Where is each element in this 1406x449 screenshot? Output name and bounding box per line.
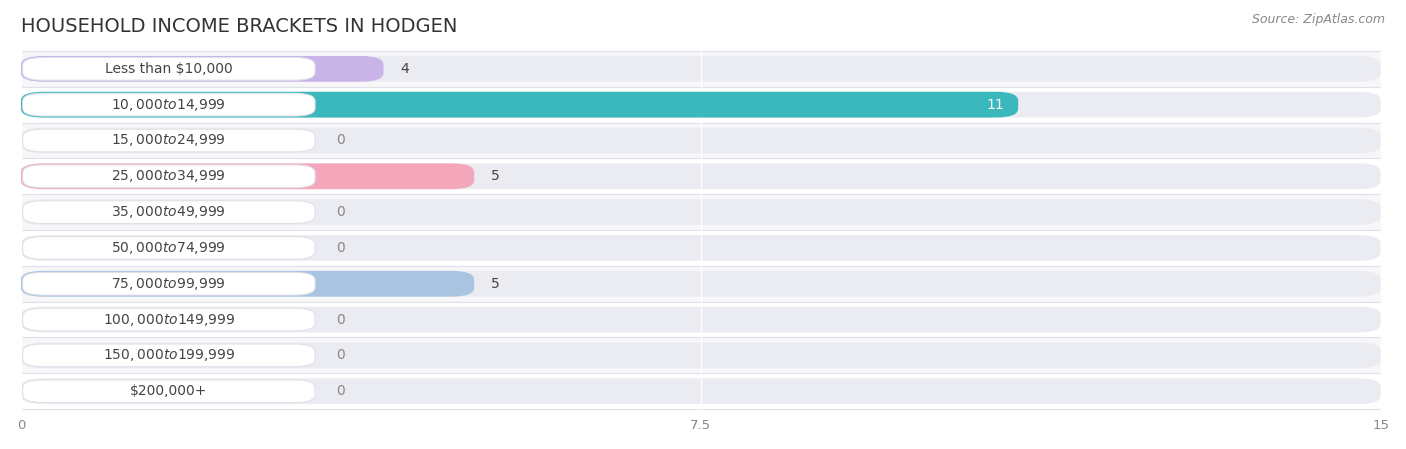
Bar bbox=[21, 373, 1381, 409]
Text: 11: 11 bbox=[987, 97, 1004, 112]
FancyBboxPatch shape bbox=[21, 56, 384, 82]
Text: 4: 4 bbox=[399, 62, 409, 76]
Bar bbox=[21, 194, 1381, 230]
FancyBboxPatch shape bbox=[22, 380, 315, 403]
Text: $50,000 to $74,999: $50,000 to $74,999 bbox=[111, 240, 226, 256]
FancyBboxPatch shape bbox=[21, 271, 474, 297]
Text: $35,000 to $49,999: $35,000 to $49,999 bbox=[111, 204, 226, 220]
Text: 0: 0 bbox=[336, 348, 344, 362]
FancyBboxPatch shape bbox=[21, 163, 474, 189]
Text: $15,000 to $24,999: $15,000 to $24,999 bbox=[111, 132, 226, 149]
FancyBboxPatch shape bbox=[21, 92, 1018, 118]
FancyBboxPatch shape bbox=[22, 129, 315, 152]
Bar bbox=[21, 338, 1381, 373]
Text: 5: 5 bbox=[491, 277, 499, 291]
FancyBboxPatch shape bbox=[22, 165, 315, 188]
Text: HOUSEHOLD INCOME BRACKETS IN HODGEN: HOUSEHOLD INCOME BRACKETS IN HODGEN bbox=[21, 17, 457, 35]
Bar bbox=[21, 87, 1381, 123]
FancyBboxPatch shape bbox=[21, 128, 1381, 154]
Bar bbox=[21, 266, 1381, 302]
Text: 0: 0 bbox=[336, 313, 344, 326]
FancyBboxPatch shape bbox=[22, 57, 315, 80]
FancyBboxPatch shape bbox=[22, 344, 315, 367]
FancyBboxPatch shape bbox=[21, 307, 1381, 332]
Bar bbox=[21, 123, 1381, 158]
FancyBboxPatch shape bbox=[21, 343, 1381, 368]
Text: $150,000 to $199,999: $150,000 to $199,999 bbox=[103, 348, 235, 363]
Text: $25,000 to $34,999: $25,000 to $34,999 bbox=[111, 168, 226, 184]
Text: Less than $10,000: Less than $10,000 bbox=[105, 62, 233, 76]
Text: Source: ZipAtlas.com: Source: ZipAtlas.com bbox=[1251, 13, 1385, 26]
Text: 5: 5 bbox=[491, 169, 499, 183]
Text: 0: 0 bbox=[336, 133, 344, 147]
FancyBboxPatch shape bbox=[22, 201, 315, 224]
FancyBboxPatch shape bbox=[21, 271, 1381, 297]
Text: 0: 0 bbox=[336, 205, 344, 219]
FancyBboxPatch shape bbox=[22, 273, 315, 295]
FancyBboxPatch shape bbox=[22, 308, 315, 331]
Bar bbox=[21, 302, 1381, 338]
FancyBboxPatch shape bbox=[22, 237, 315, 259]
FancyBboxPatch shape bbox=[22, 93, 315, 116]
FancyBboxPatch shape bbox=[21, 56, 1381, 82]
Text: $100,000 to $149,999: $100,000 to $149,999 bbox=[103, 312, 235, 328]
Text: $200,000+: $200,000+ bbox=[131, 384, 208, 398]
Text: 0: 0 bbox=[336, 241, 344, 255]
FancyBboxPatch shape bbox=[21, 199, 1381, 225]
Bar bbox=[21, 158, 1381, 194]
FancyBboxPatch shape bbox=[21, 235, 1381, 261]
Bar bbox=[21, 230, 1381, 266]
FancyBboxPatch shape bbox=[21, 379, 1381, 404]
FancyBboxPatch shape bbox=[21, 163, 1381, 189]
Text: $10,000 to $14,999: $10,000 to $14,999 bbox=[111, 97, 226, 113]
Bar bbox=[21, 51, 1381, 87]
Text: 0: 0 bbox=[336, 384, 344, 398]
FancyBboxPatch shape bbox=[21, 92, 1381, 118]
Text: $75,000 to $99,999: $75,000 to $99,999 bbox=[111, 276, 226, 292]
